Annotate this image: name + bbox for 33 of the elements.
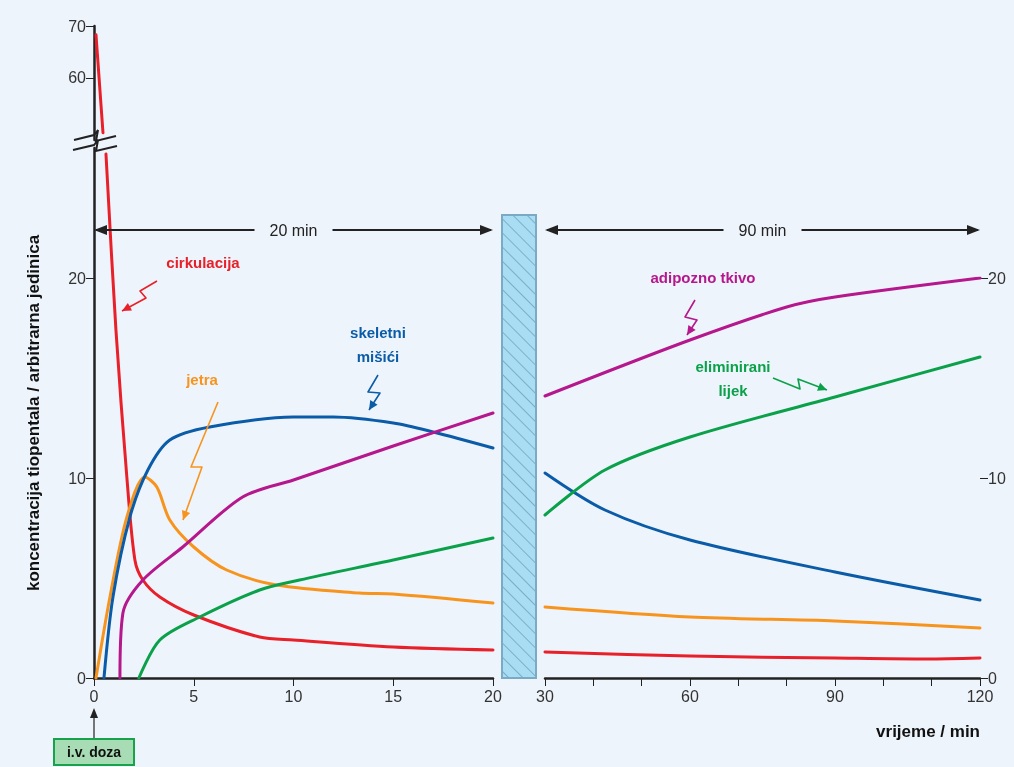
line-series xyxy=(137,536,495,680)
line-series xyxy=(543,605,982,630)
text: 90 min xyxy=(738,222,787,239)
y-tick-label: 20 xyxy=(988,269,1006,287)
y-tick-label: 70 xyxy=(68,17,87,35)
y-tick-label: 10 xyxy=(68,469,87,487)
x-tick-label: 5 xyxy=(189,687,199,705)
y-tick-label: 20 xyxy=(68,269,87,287)
text: i.v. doza xyxy=(66,744,122,760)
line-series xyxy=(543,650,982,661)
text: cirkulacija xyxy=(166,254,241,271)
text: jetra xyxy=(185,371,219,388)
legend-label: eliminirani lijek xyxy=(695,358,771,399)
x-tick-label: 90 xyxy=(826,687,844,705)
x-tick-label: 15 xyxy=(384,687,403,705)
line-series xyxy=(104,152,495,652)
x-axis-title: vrijeme / min xyxy=(876,722,980,741)
x-tick-label: 60 xyxy=(681,687,699,705)
x-tick-label: 20 xyxy=(484,687,502,705)
y-axis-title: koncentracija tiopentala / arbitrarna jedinica xyxy=(24,234,43,592)
series-label: adipozno tkivo xyxy=(650,269,756,286)
y-tick-label: 10 xyxy=(988,469,1006,487)
text: skeletni mišići xyxy=(350,324,406,365)
annotation: 20 min xyxy=(269,222,318,239)
y-tick-label: 0 xyxy=(988,669,997,687)
y-tick-label: 60 xyxy=(68,69,87,87)
x-tick-label: 120 xyxy=(966,687,994,705)
y-tick-label: 0 xyxy=(77,669,87,687)
x-tick-label: 10 xyxy=(284,687,303,705)
x-tick-label: 0 xyxy=(89,687,99,705)
line-series xyxy=(543,355,982,517)
x-tick-label: 30 xyxy=(536,687,554,705)
line-series xyxy=(543,471,982,602)
